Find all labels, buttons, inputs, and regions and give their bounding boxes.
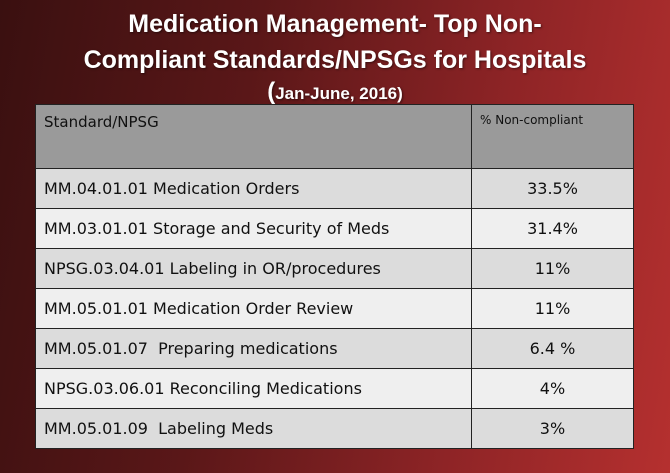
cell-percent: 31.4%: [471, 208, 634, 249]
cell-standard: MM.05.01.01 Medication Order Review: [35, 288, 472, 329]
table-row: MM.05.01.01 Medication Order Review 11%: [35, 288, 634, 329]
cell-standard: MM.03.01.01 Storage and Security of Meds: [35, 208, 472, 249]
table-row: MM.05.01.09 Labeling Meds 3%: [35, 408, 634, 449]
header-percent: % Non-compliant: [471, 104, 634, 169]
cell-percent: 3%: [471, 408, 634, 449]
title-line-2: Compliant Standards/NPSGs for Hospitals: [83, 46, 587, 74]
cell-percent: 11%: [471, 288, 634, 329]
non-compliance-table: Standard/NPSG % Non-compliant MM.04.01.0…: [35, 104, 634, 449]
subtitle-text: Jan-June, 2016): [275, 84, 403, 103]
title-line-1: Medication Management- Top Non-: [128, 10, 542, 38]
cell-percent: 6.4 %: [471, 328, 634, 369]
table-row: MM.04.01.01 Medication Orders 33.5%: [35, 168, 634, 209]
table-header-row: Standard/NPSG % Non-compliant: [35, 104, 634, 169]
cell-percent: 11%: [471, 248, 634, 289]
cell-standard: NPSG.03.04.01 Labeling in OR/procedures: [35, 248, 472, 289]
table-row: NPSG.03.04.01 Labeling in OR/procedures 1…: [35, 248, 634, 289]
cell-standard: NPSG.03.06.01 Reconciling Medications: [35, 368, 472, 409]
cell-standard: MM.04.01.01 Medication Orders: [35, 168, 472, 209]
cell-standard: MM.05.01.09 Labeling Meds: [35, 408, 472, 449]
cell-percent: 33.5%: [471, 168, 634, 209]
cell-percent: 4%: [471, 368, 634, 409]
table-row: NPSG.03.06.01 Reconciling Medications 4%: [35, 368, 634, 409]
slide-title: Medication Management- Top Non- Complian…: [0, 6, 670, 78]
table-row: MM.05.01.07 Preparing medications 6.4 %: [35, 328, 634, 369]
table-row: MM.03.01.01 Storage and Security of Meds…: [35, 208, 634, 249]
header-standard: Standard/NPSG: [35, 104, 472, 169]
cell-standard: MM.05.01.07 Preparing medications: [35, 328, 472, 369]
subtitle-paren: (: [267, 78, 276, 105]
slide-subtitle: (Jan-June, 2016): [0, 78, 670, 106]
